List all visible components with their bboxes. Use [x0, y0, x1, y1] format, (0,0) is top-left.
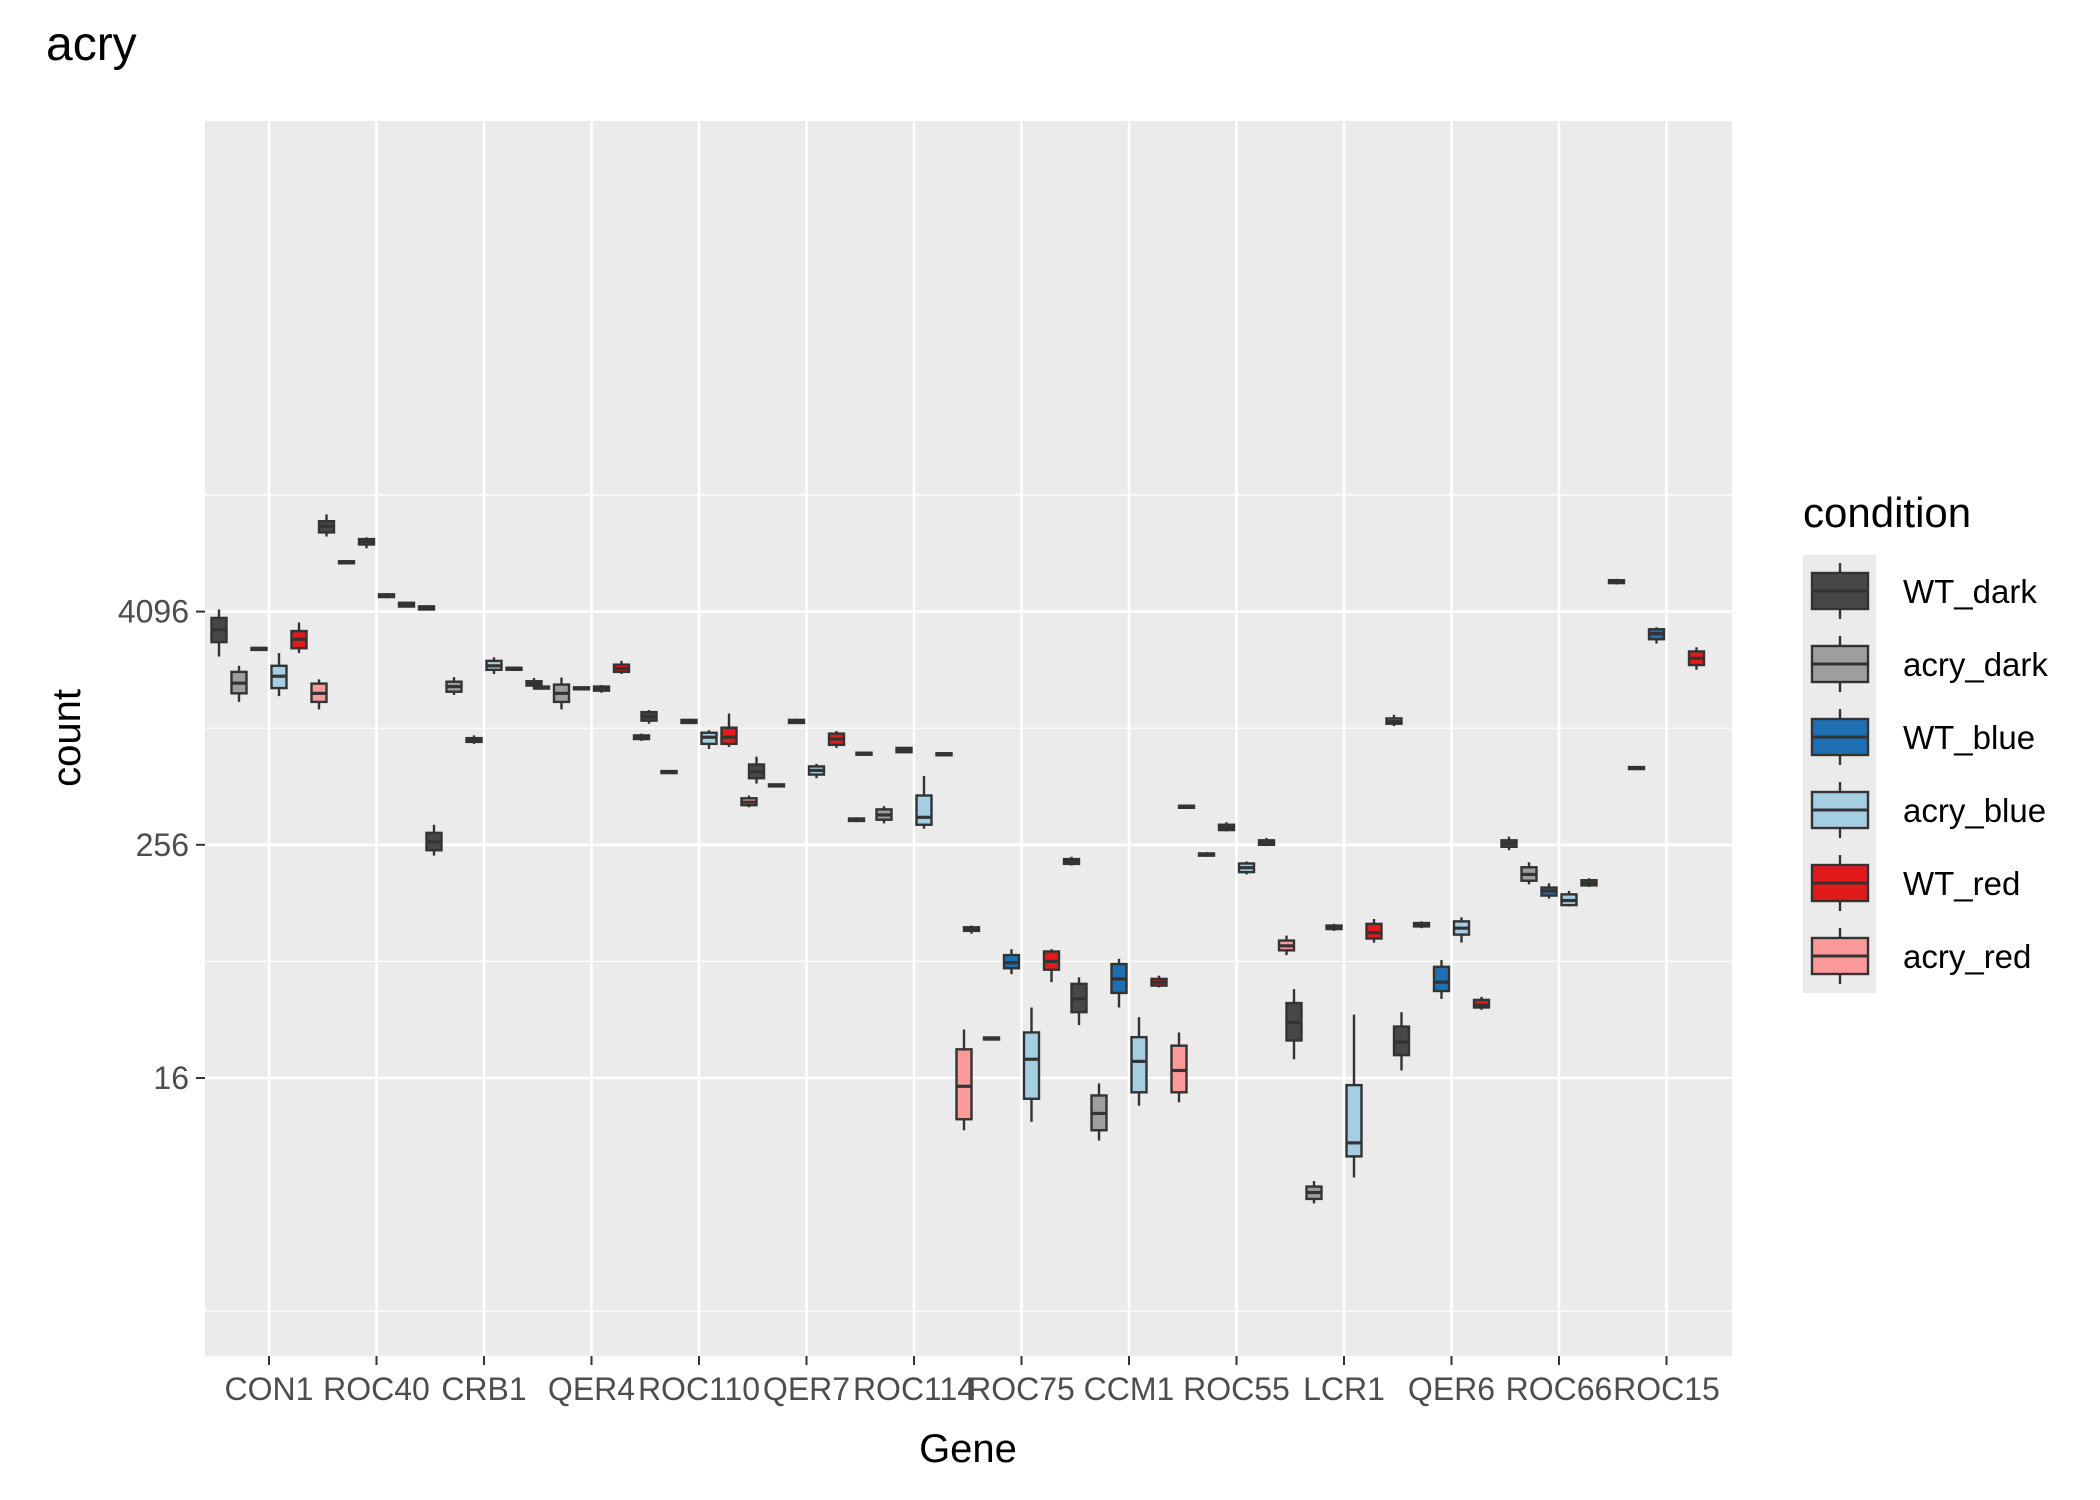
- series-acry_red: [310, 605, 1403, 1131]
- legend-label: acry_blue: [1903, 792, 2046, 829]
- x-tick-label: ROC110: [638, 1371, 760, 1407]
- grid-minor: [205, 494, 1732, 1312]
- legend-label: acry_red: [1903, 938, 2031, 975]
- y-axis: 16 256 4096: [118, 594, 205, 1096]
- series-acry_blue: [270, 593, 1578, 1178]
- legend-item-acry_red: acry_red: [1810, 928, 2031, 984]
- x-axis-title: Gene: [919, 1427, 1017, 1471]
- legend-item-WT_red: WT_red: [1810, 855, 2020, 911]
- y-tick-label: 256: [136, 827, 189, 863]
- boxplot-layer: [210, 514, 1706, 1204]
- x-tick-label: CON1: [225, 1371, 314, 1407]
- series-WT_blue: [250, 537, 1666, 1008]
- series-WT_dark: [210, 514, 1626, 1071]
- x-tick-label: CRB1: [441, 1371, 526, 1407]
- x-tick-label: ROC75: [968, 1371, 1075, 1407]
- legend-item-acry_blue: acry_blue: [1810, 782, 2046, 838]
- y-axis-title: count: [45, 689, 89, 787]
- x-tick-label: ROC66: [1506, 1371, 1613, 1407]
- legend-item-WT_dark: WT_dark: [1810, 563, 2037, 619]
- legend: condition WT_dark acry_dark WT_blue acry_bl…: [1803, 489, 2048, 993]
- box-body: [1022, 1031, 1041, 1100]
- x-tick-label: ROC15: [1613, 1371, 1720, 1407]
- legend-label: acry_dark: [1903, 646, 2048, 683]
- legend-item-WT_blue: WT_blue: [1810, 709, 2035, 765]
- chart-title: acry: [46, 18, 137, 71]
- series-WT_red: [290, 601, 1706, 1010]
- x-tick-label: LCR1: [1303, 1371, 1385, 1407]
- legend-label: WT_blue: [1903, 719, 2035, 756]
- x-tick-label: QER4: [548, 1371, 635, 1407]
- legend-key-panel: [1803, 555, 1876, 993]
- x-tick-label: QER6: [1408, 1371, 1495, 1407]
- x-tick-label: CCM1: [1084, 1371, 1175, 1407]
- legend-label: WT_dark: [1903, 573, 2037, 610]
- legend-items: WT_dark acry_dark WT_blue acry_blue WT_redac…: [1810, 563, 2048, 984]
- box-body: [1130, 1035, 1148, 1094]
- legend-title: condition: [1803, 489, 1971, 536]
- plot-panel: [205, 121, 1732, 1356]
- box-body: [1432, 965, 1451, 993]
- x-tick-label: QER7: [763, 1371, 850, 1407]
- x-tick-label: ROC114: [853, 1371, 975, 1407]
- x-tick-label: ROC40: [323, 1371, 430, 1407]
- y-tick-label: 4096: [118, 594, 189, 630]
- box-body: [955, 1048, 973, 1121]
- series-acry_dark: [230, 560, 1646, 1204]
- box-body: [915, 794, 933, 826]
- grid-major: [205, 121, 1732, 1356]
- y-tick-label: 16: [153, 1060, 189, 1096]
- legend-item-acry_dark: acry_dark: [1810, 636, 2048, 692]
- legend-label: WT_red: [1903, 865, 2020, 902]
- box-body: [1345, 1083, 1363, 1158]
- x-tick-label: ROC55: [1183, 1371, 1290, 1407]
